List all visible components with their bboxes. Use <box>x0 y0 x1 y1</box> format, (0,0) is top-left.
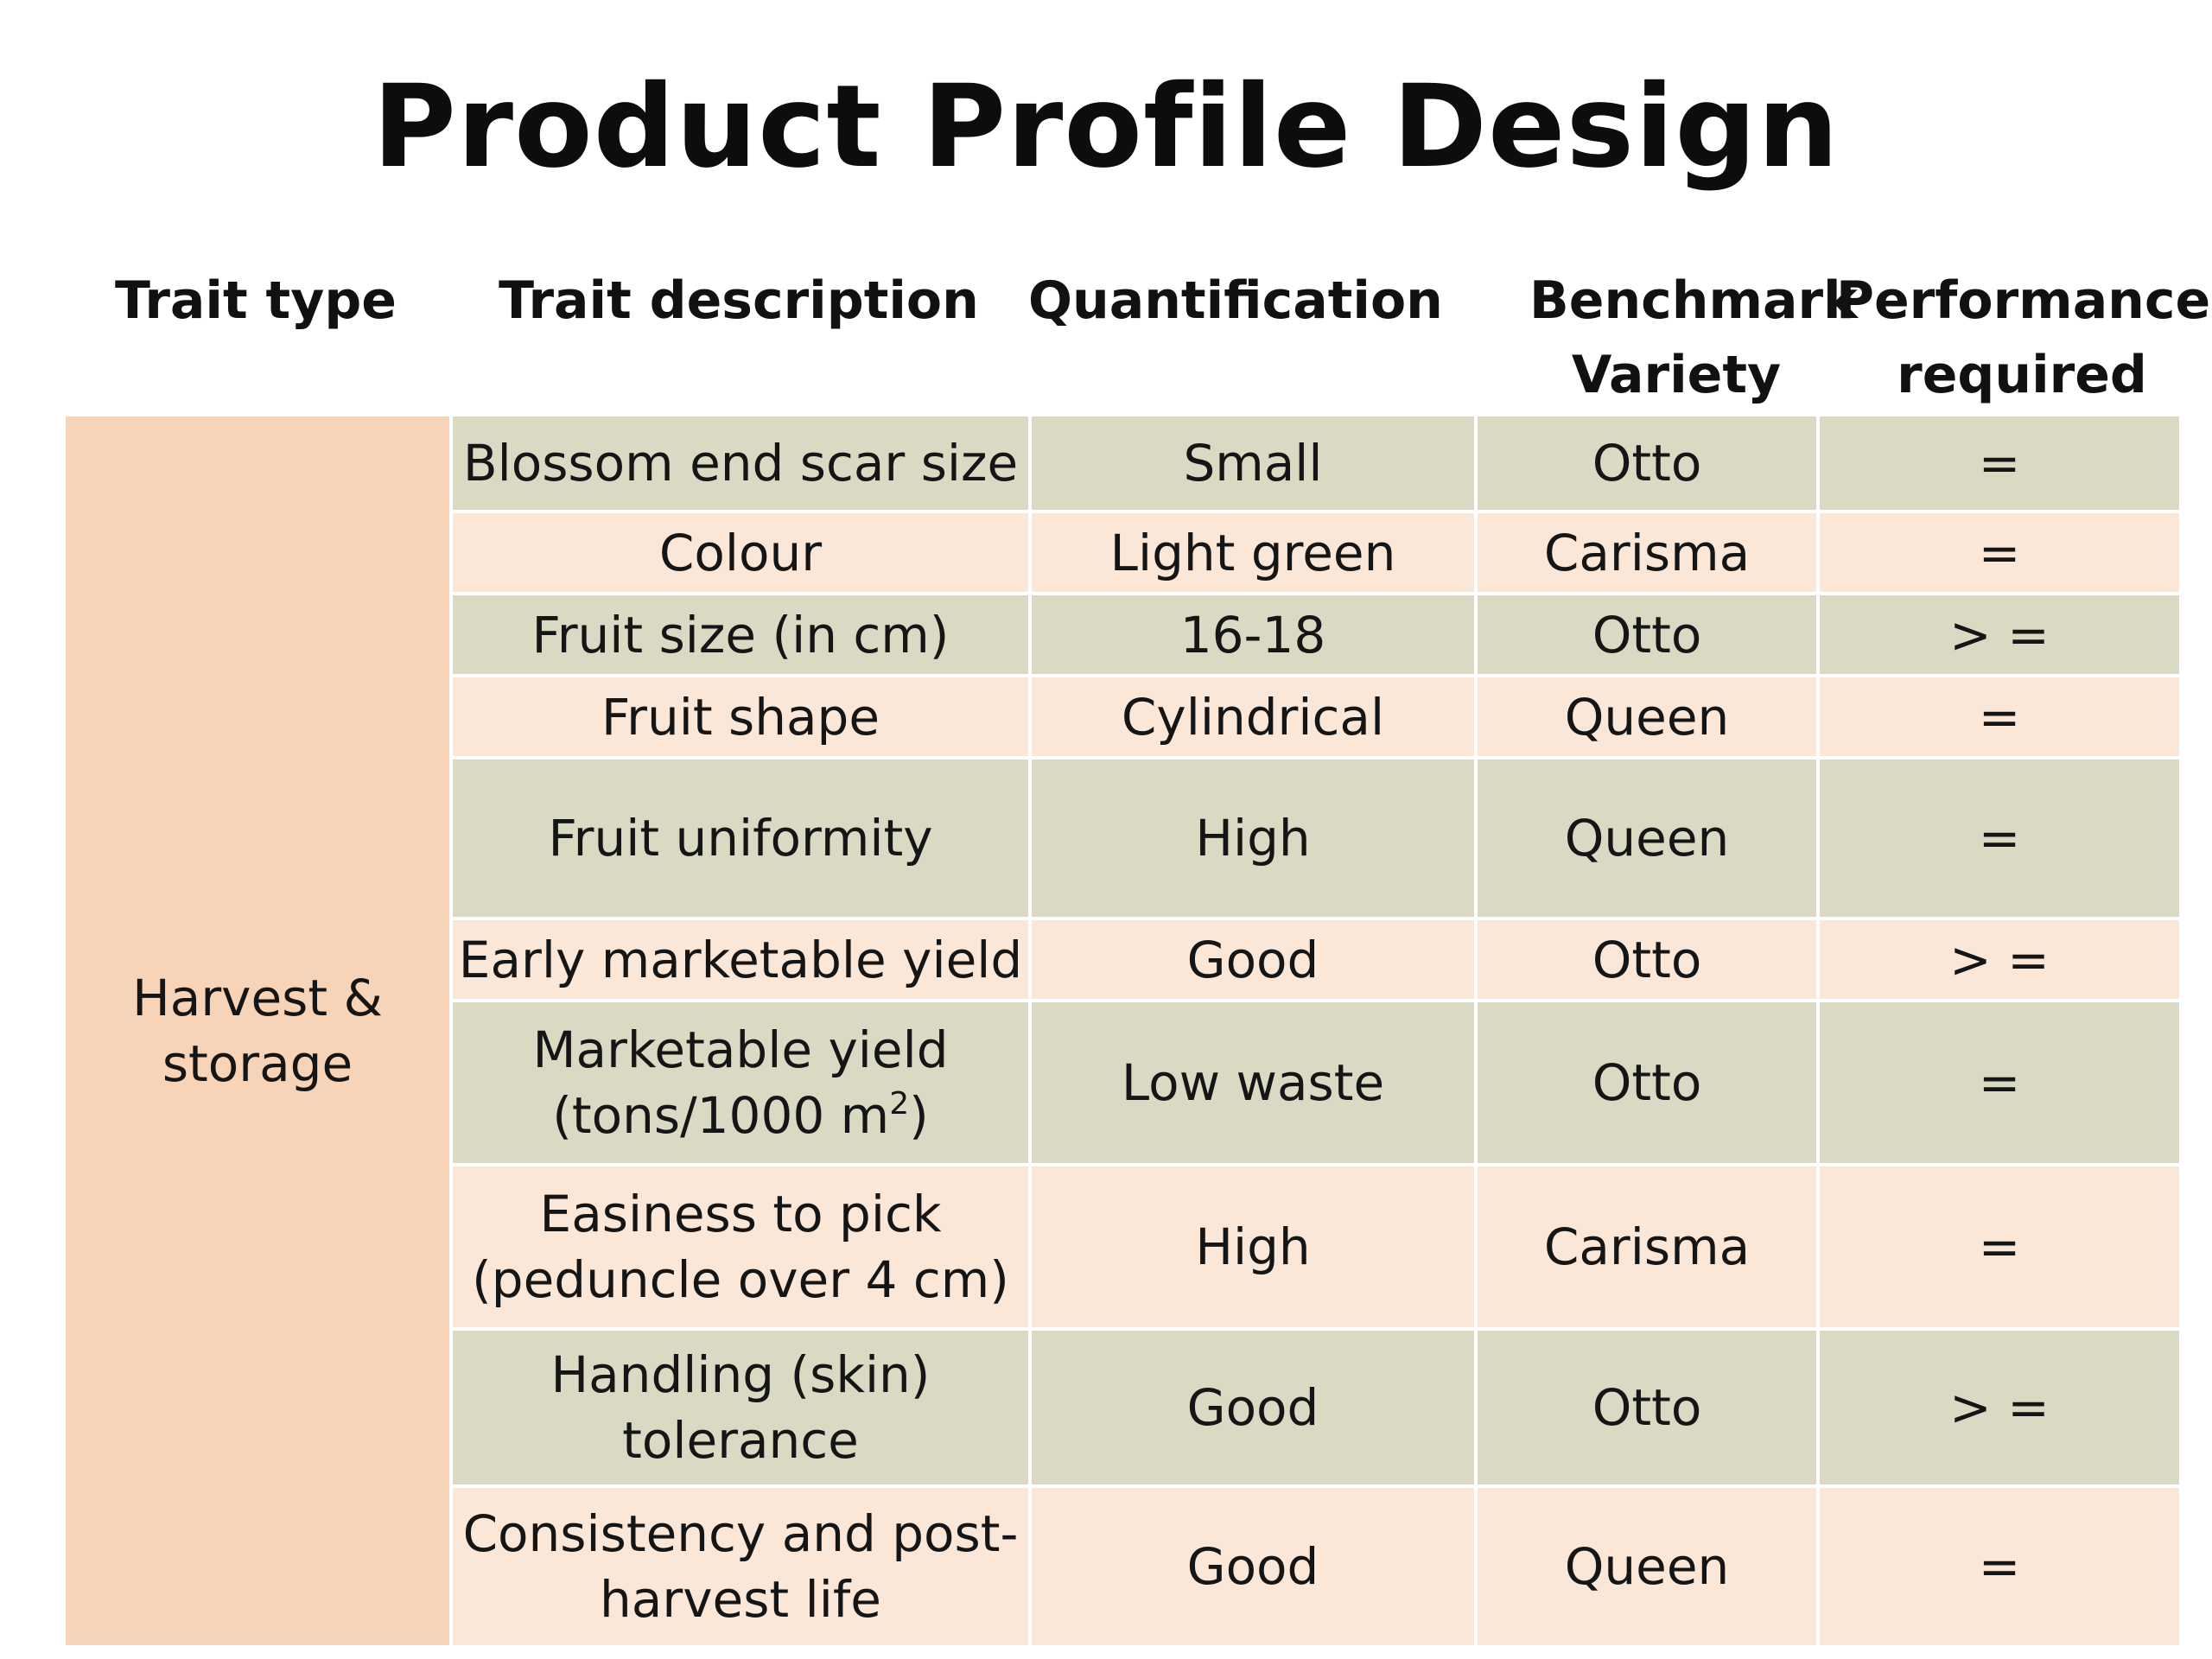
trait-description-line2: (tons/1000 m2) <box>458 1083 1023 1148</box>
header-trait-description-label: Trait description <box>499 270 979 331</box>
performance-cell: > = <box>1816 1327 2183 1488</box>
benchmark-cell: Otto <box>1474 1327 1820 1488</box>
quantification-cell: Small <box>1028 413 1478 513</box>
quantification-cell: Low waste <box>1028 999 1478 1166</box>
trait-description-line2: (peduncle over 4 cm) <box>472 1250 1009 1309</box>
quantification-cell: Cylindrical <box>1028 674 1478 760</box>
performance-cell: = <box>1816 510 2183 595</box>
trait-description-line1: Handling (skin) <box>550 1345 931 1404</box>
header-quantification-label: Quantification <box>1028 270 1443 331</box>
table-row: Early marketable yield Good Otto > = <box>64 917 2183 1002</box>
quantification-cell: Good <box>1028 917 1478 1002</box>
performance-cell: = <box>1816 413 2183 513</box>
benchmark-cell: Carisma <box>1474 1163 1820 1331</box>
trait-description-cell: Marketable yield (tons/1000 m2) <box>449 999 1032 1166</box>
benchmark-cell: Otto <box>1474 413 1820 513</box>
header-performance-line2: required <box>1897 345 2147 405</box>
header-performance-required: Performance required <box>1836 264 2211 410</box>
quantification-cell: High <box>1028 1163 1478 1331</box>
quantification-cell: Light green <box>1028 510 1478 595</box>
performance-cell: > = <box>1816 592 2183 677</box>
trait-description-cell: Fruit size (in cm) <box>449 592 1032 677</box>
table-row: Fruit uniformity High Queen = <box>64 756 2183 920</box>
trait-description-line1: Marketable yield <box>532 1020 949 1079</box>
trait-description-line1: Easiness to pick <box>539 1185 942 1243</box>
table-row: Harvest & storage Blossom end scar size … <box>62 413 2183 1649</box>
trait-description-cell: Handling (skin) tolerance <box>449 1327 1032 1488</box>
table-row: Fruit size (in cm) 16-18 Otto > = <box>64 592 2183 677</box>
header-benchmark-variety: Benchmark Variety <box>1469 264 1918 410</box>
table-row: Consistency and post- harvest life Good … <box>64 1484 2183 1649</box>
superscript-exponent: 2 <box>889 1086 910 1122</box>
trait-description-cell: Consistency and post- harvest life <box>449 1484 1032 1649</box>
header-performance-line1: Performance <box>1836 270 2211 331</box>
trait-description-cell: Colour <box>449 510 1032 595</box>
quantification-cell: Good <box>1028 1327 1478 1488</box>
header-benchmark-line2: Variety <box>1571 345 1782 405</box>
benchmark-cell: Otto <box>1474 999 1820 1166</box>
performance-cell: > = <box>1816 917 2183 1002</box>
header-trait-type: Trait type <box>62 264 449 410</box>
table-row: Fruit shape Cylindrical Queen = <box>64 674 2183 760</box>
header-trait-type-label: Trait type <box>115 270 397 331</box>
benchmark-cell: Carisma <box>1474 510 1820 595</box>
trait-type-line2: storage <box>162 1034 353 1093</box>
trait-description-cell: Early marketable yield <box>449 917 1032 1002</box>
trait-description-unit: (tons/1000 m <box>552 1086 890 1145</box>
quantification-cell: Good <box>1028 1484 1478 1649</box>
trait-type-line1: Harvest & <box>132 969 383 1027</box>
table-row: Marketable yield (tons/1000 m2) Low wast… <box>64 999 2183 1166</box>
product-profile-table: Harvest & storage Blossom end scar size … <box>62 413 2183 1649</box>
performance-cell: = <box>1816 999 2183 1166</box>
performance-cell: = <box>1816 1163 2183 1331</box>
table-row: Easiness to pick (peduncle over 4 cm) Hi… <box>64 1163 2183 1331</box>
table-row: Colour Light green Carisma = <box>64 510 2183 595</box>
trait-description-line2: tolerance <box>622 1411 859 1470</box>
trait-description-line1: Consistency and post- <box>462 1504 1019 1563</box>
trait-description-cell: Easiness to pick (peduncle over 4 cm) <box>449 1163 1032 1331</box>
quantification-cell: 16-18 <box>1028 592 1478 677</box>
benchmark-cell: Queen <box>1474 1484 1820 1649</box>
trait-description-line2: harvest life <box>600 1570 881 1629</box>
trait-description-cell: Fruit uniformity <box>449 756 1032 920</box>
table-row: Handling (skin) tolerance Good Otto > = <box>64 1327 2183 1488</box>
performance-cell: = <box>1816 756 2183 920</box>
page-title: Product Profile Design <box>372 60 1840 194</box>
header-quantification: Quantification <box>1028 264 1443 410</box>
header-trait-description: Trait description <box>449 264 1028 410</box>
benchmark-cell: Queen <box>1474 756 1820 920</box>
benchmark-cell: Queen <box>1474 674 1820 760</box>
header-benchmark-line1: Benchmark <box>1529 270 1858 331</box>
performance-cell: = <box>1816 1484 2183 1649</box>
trait-description-cell: Fruit shape <box>449 674 1032 760</box>
trait-type-cell: Harvest & storage <box>62 413 453 1649</box>
quantification-cell: High <box>1028 756 1478 920</box>
benchmark-cell: Otto <box>1474 917 1820 1002</box>
trait-description-cell: Blossom end scar size <box>449 413 1032 513</box>
benchmark-cell: Otto <box>1474 592 1820 677</box>
performance-cell: = <box>1816 674 2183 760</box>
trait-description-close-paren: ) <box>909 1086 929 1145</box>
